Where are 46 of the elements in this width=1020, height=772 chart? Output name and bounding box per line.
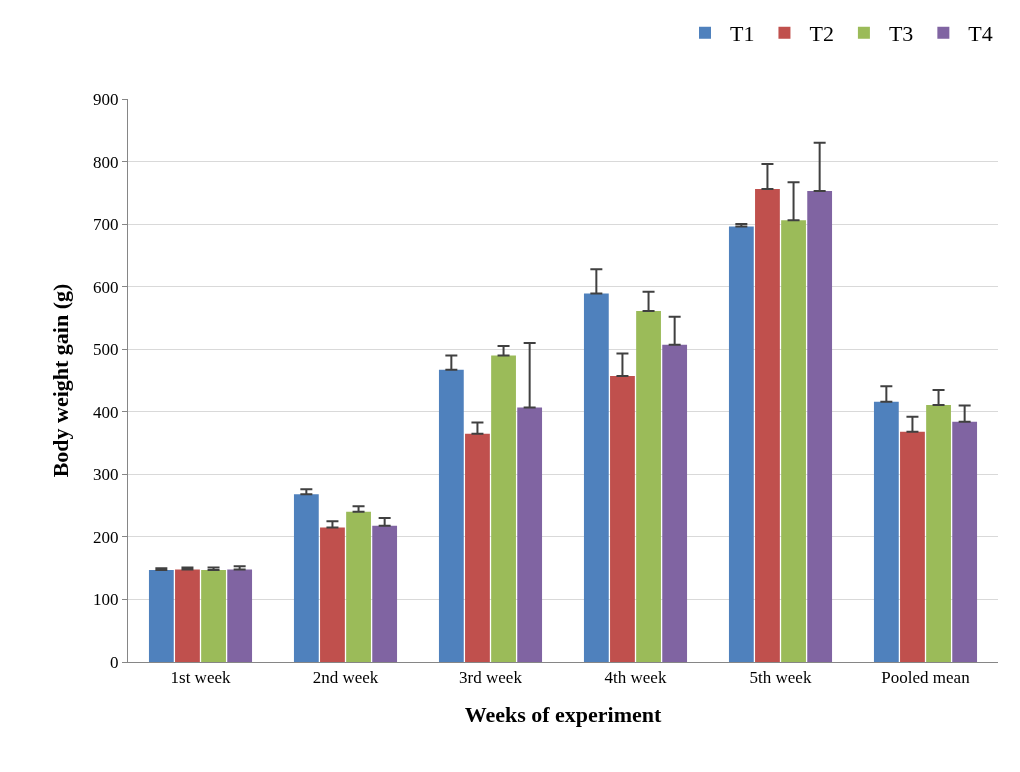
bar xyxy=(807,190,833,662)
bar xyxy=(346,511,371,662)
bar xyxy=(372,525,398,662)
y-tick-label: 900 xyxy=(93,89,119,109)
bar xyxy=(952,421,978,662)
x-tick-label: 4th week xyxy=(604,668,667,688)
bar xyxy=(662,344,688,662)
x-tick-label: 3rd week xyxy=(459,668,523,688)
bar xyxy=(517,407,543,662)
y-tick-label: 300 xyxy=(93,465,119,485)
bar xyxy=(755,189,780,662)
bar xyxy=(728,226,754,662)
bar xyxy=(873,401,899,662)
y-tick-label: 500 xyxy=(93,340,119,360)
bar xyxy=(438,369,464,662)
x-tick-label: Pooled mean xyxy=(881,668,971,688)
bar xyxy=(610,376,635,662)
legend-label: T2 xyxy=(809,21,834,47)
x-axis-title: Weeks of experiment xyxy=(464,702,663,728)
bar xyxy=(201,570,226,662)
y-axis-title: Body weight gain (g) xyxy=(47,283,73,478)
bar xyxy=(227,569,253,662)
bar xyxy=(175,569,200,662)
y-tick-label: 100 xyxy=(93,590,119,610)
bar xyxy=(320,527,345,662)
bar xyxy=(491,355,516,662)
legend-label: T3 xyxy=(888,21,914,47)
bar xyxy=(293,494,319,662)
y-tick-label: 800 xyxy=(93,152,119,172)
bar xyxy=(926,404,951,662)
bar xyxy=(900,431,925,662)
y-tick-label: 600 xyxy=(93,277,119,297)
bar xyxy=(583,293,609,662)
x-tick-label: 5th week xyxy=(749,668,812,688)
bar xyxy=(465,433,490,662)
y-tick-label: 400 xyxy=(93,402,119,422)
y-tick-label: 0 xyxy=(110,652,119,672)
y-tick-label: 700 xyxy=(93,215,119,235)
bar xyxy=(636,311,661,662)
bar xyxy=(781,220,806,662)
x-tick-label: 1st week xyxy=(170,668,231,688)
legend-label: T1 xyxy=(730,21,755,47)
legend-label: T4 xyxy=(968,21,993,47)
bar xyxy=(148,570,174,662)
x-tick-label: 2nd week xyxy=(312,668,379,688)
y-tick-label: 200 xyxy=(93,527,119,547)
